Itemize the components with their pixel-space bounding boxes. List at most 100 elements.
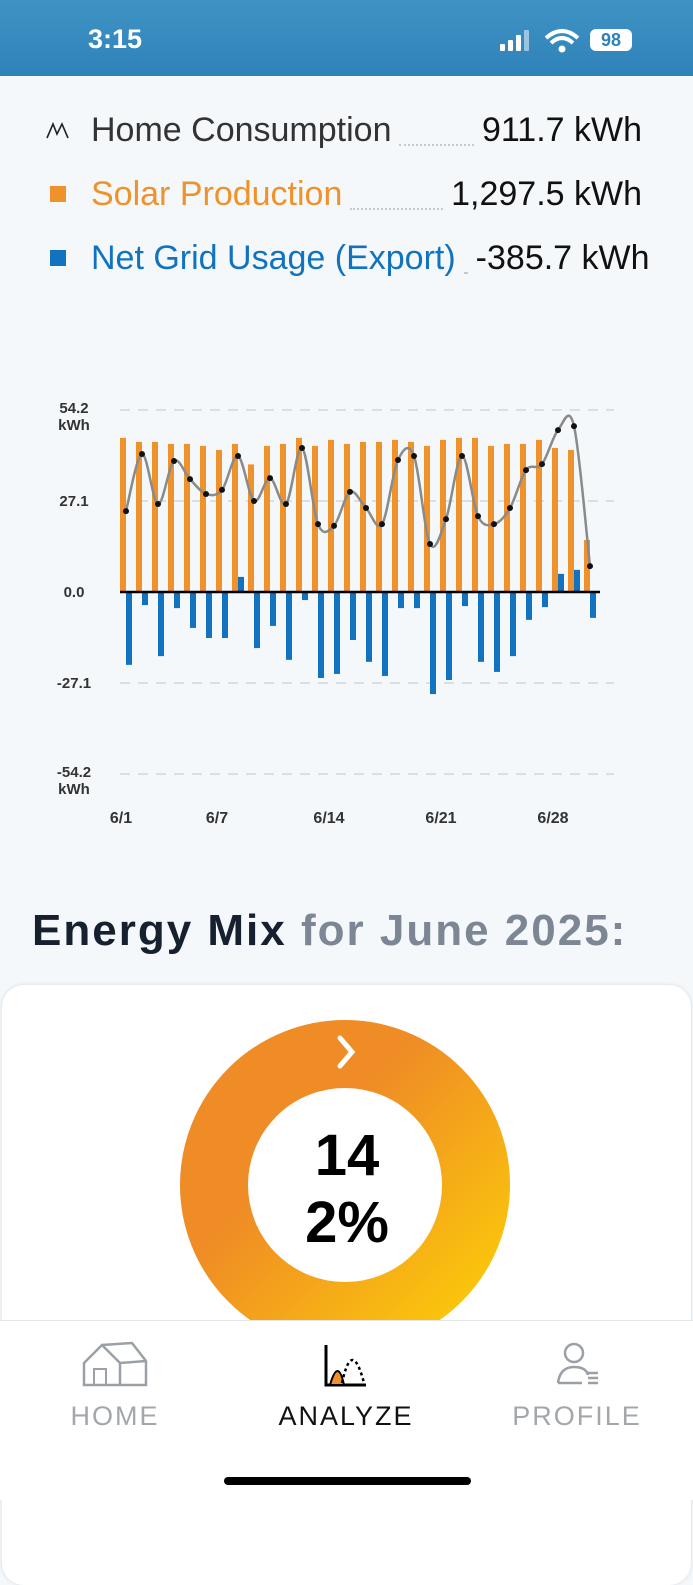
bar bbox=[536, 439, 542, 592]
home-indicator bbox=[224, 1477, 471, 1485]
status-bar: 3:15 98 bbox=[0, 0, 693, 76]
bar bbox=[542, 592, 548, 608]
bar bbox=[296, 437, 302, 592]
bar bbox=[526, 592, 532, 620]
consumption-dot bbox=[427, 540, 433, 547]
consumption-dot bbox=[139, 450, 145, 457]
legend-name: Net Grid Usage (Export) bbox=[91, 239, 456, 277]
consumption-dot bbox=[203, 490, 209, 497]
bar bbox=[126, 592, 132, 665]
bar bbox=[590, 592, 596, 618]
y-tick-label: 54.2 kWh bbox=[58, 400, 90, 434]
bar bbox=[360, 441, 366, 592]
bar bbox=[270, 592, 276, 626]
consumption-dot bbox=[507, 505, 513, 512]
tab-bar: HOME ANALYZE PROFILE bbox=[0, 1320, 693, 1500]
bar bbox=[568, 449, 574, 592]
consumption-dot bbox=[411, 453, 417, 460]
bar bbox=[254, 592, 260, 649]
legend-leader bbox=[399, 144, 474, 146]
legend-swatch bbox=[50, 250, 66, 266]
consumption-dot bbox=[539, 461, 545, 468]
bar bbox=[248, 464, 254, 592]
bar bbox=[414, 592, 420, 609]
bar bbox=[574, 569, 580, 592]
bar bbox=[238, 576, 244, 592]
status-time: 3:15 bbox=[88, 24, 143, 54]
home-icon bbox=[82, 1341, 148, 1387]
energy-mix-title: Energy Mix bbox=[32, 906, 287, 955]
bar bbox=[302, 592, 308, 601]
donut-ring bbox=[180, 1020, 510, 1325]
y-tick-label: 27.1 bbox=[59, 492, 89, 510]
donut-text: 14 bbox=[314, 1123, 380, 1188]
bar bbox=[232, 443, 238, 592]
legend-row: Home Consumption 911.7 kWh bbox=[0, 108, 693, 152]
tab-profile[interactable]: PROFILE bbox=[512, 1401, 642, 1431]
legend-row: Solar Production 1,297.5 kWh bbox=[0, 172, 693, 216]
consumption-dot bbox=[443, 516, 449, 523]
consumption-dot bbox=[219, 486, 225, 493]
bar bbox=[206, 592, 212, 639]
bar bbox=[222, 592, 228, 639]
tab-home[interactable]: HOME bbox=[70, 1401, 160, 1431]
consumption-dot bbox=[267, 475, 273, 482]
x-tick-label: 6/21 bbox=[425, 810, 457, 827]
consumption-dot bbox=[283, 501, 289, 508]
donut bbox=[180, 1020, 510, 1325]
bar bbox=[478, 592, 484, 662]
bar bbox=[440, 439, 446, 592]
consumption-dot bbox=[299, 444, 305, 451]
bar bbox=[584, 539, 590, 592]
legend-row: Net Grid Usage (Export) -385.7 kWh bbox=[0, 236, 693, 280]
bar bbox=[318, 592, 324, 678]
consumption-dot bbox=[363, 505, 369, 512]
analyze-icon bbox=[324, 1345, 366, 1387]
bar bbox=[184, 443, 190, 592]
consumption-dot bbox=[187, 476, 193, 483]
tab-analyze[interactable]: ANALYZE bbox=[278, 1401, 414, 1431]
bar bbox=[430, 592, 436, 695]
status-icons bbox=[500, 29, 580, 53]
bar bbox=[376, 441, 382, 592]
consumption-dot bbox=[523, 467, 529, 474]
bar bbox=[488, 445, 494, 592]
legend-line-icon bbox=[46, 121, 69, 139]
bar bbox=[190, 592, 196, 628]
battery: 98 bbox=[590, 29, 632, 51]
bar bbox=[366, 592, 372, 662]
x-tick-label: 6/28 bbox=[537, 810, 569, 827]
bar bbox=[216, 449, 222, 592]
consumption-dot bbox=[491, 521, 497, 528]
bar bbox=[174, 592, 180, 609]
legend-icon bbox=[50, 186, 66, 202]
bar bbox=[398, 592, 404, 609]
bar bbox=[510, 592, 516, 657]
energy-mix-subtitle: for June 2025: bbox=[300, 906, 628, 955]
bar bbox=[424, 445, 430, 592]
y-tick-label: -27.1 bbox=[56, 674, 92, 692]
bar bbox=[494, 592, 500, 672]
bar bbox=[472, 437, 478, 592]
consumption-dot bbox=[123, 508, 129, 515]
x-tick-label: 6/1 bbox=[109, 810, 133, 827]
bar bbox=[142, 592, 148, 606]
consumption-dot bbox=[395, 457, 401, 464]
legend-name: Home Consumption bbox=[91, 111, 392, 149]
x-tick-label: 6/7 bbox=[205, 810, 229, 827]
bar bbox=[158, 592, 164, 657]
energy-mix-heading: Energy Mix for June 2025: bbox=[32, 906, 627, 956]
bar bbox=[168, 443, 174, 592]
bar bbox=[446, 592, 452, 680]
bar bbox=[350, 592, 356, 641]
bar bbox=[558, 573, 564, 592]
x-tick-label: 6/14 bbox=[313, 810, 345, 827]
profile-icon bbox=[556, 1342, 598, 1385]
chevron[interactable] bbox=[337, 1035, 356, 1069]
bar bbox=[334, 592, 340, 674]
consumption-dot bbox=[251, 498, 257, 504]
bar bbox=[552, 447, 558, 592]
bar bbox=[382, 592, 388, 676]
legend-leader bbox=[350, 208, 444, 210]
